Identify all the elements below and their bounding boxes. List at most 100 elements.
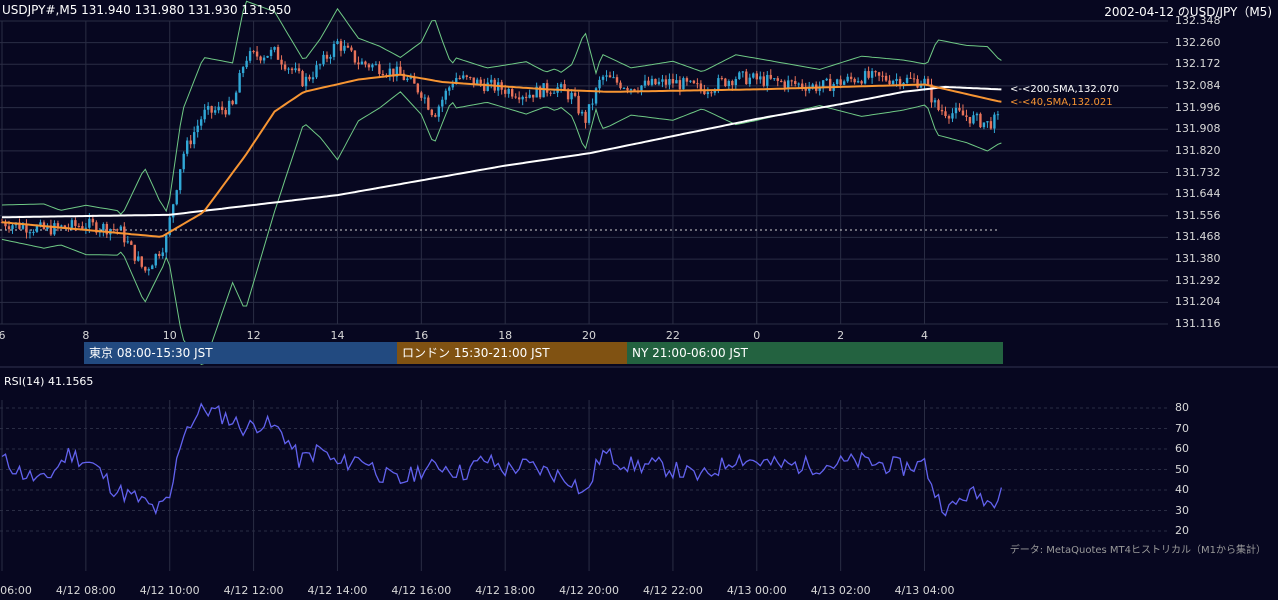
candle-body bbox=[269, 49, 273, 56]
symbol-info: USDJPY#,M5 131.940 131.980 131.930 131.9… bbox=[2, 3, 292, 17]
candle-body bbox=[675, 80, 678, 84]
rsi-tick-label: 60 bbox=[1175, 442, 1189, 455]
candle-body bbox=[549, 92, 552, 94]
candle-body bbox=[923, 78, 926, 85]
candle-body bbox=[975, 113, 979, 116]
rsi-chart bbox=[1, 402, 1003, 517]
candle-body bbox=[294, 68, 297, 71]
candle-body bbox=[759, 76, 762, 80]
candle-body bbox=[804, 87, 807, 91]
candle-body bbox=[32, 231, 35, 233]
candle-body bbox=[472, 77, 475, 85]
candle-body bbox=[671, 78, 675, 84]
candle-body bbox=[947, 116, 951, 119]
candle-body bbox=[720, 78, 724, 80]
candle-body bbox=[629, 89, 633, 91]
candle-body bbox=[53, 223, 56, 235]
time-tick-label: 14 bbox=[330, 329, 345, 342]
candle-body bbox=[650, 78, 654, 85]
candle-body bbox=[776, 78, 779, 81]
candle-body bbox=[888, 80, 891, 85]
candle-body bbox=[853, 78, 856, 83]
candle-body bbox=[790, 80, 793, 82]
candle-body bbox=[49, 225, 53, 235]
candle-body bbox=[39, 222, 42, 227]
price-tick-label: 131.204 bbox=[1175, 295, 1221, 309]
price-tick-label: 131.820 bbox=[1175, 143, 1221, 157]
bottom-time-tick-label: 4/12 12:00 bbox=[223, 584, 284, 597]
candle-body bbox=[350, 47, 353, 51]
rsi-label: RSI(14) 41.1565 bbox=[4, 375, 94, 388]
candle-body bbox=[336, 41, 339, 44]
candle-body bbox=[794, 81, 797, 84]
candle-body bbox=[801, 83, 804, 88]
candle-body bbox=[172, 204, 175, 218]
candle-body bbox=[828, 78, 832, 92]
candle-body bbox=[944, 111, 947, 117]
rsi-tick-label: 40 bbox=[1175, 483, 1189, 496]
candle-body bbox=[856, 81, 860, 83]
candle-body bbox=[717, 78, 720, 90]
bottom-time-tick-label: 4/12 22:00 bbox=[642, 584, 703, 597]
candle-body bbox=[598, 79, 601, 89]
candle-body bbox=[954, 107, 958, 114]
candle-body bbox=[538, 86, 542, 98]
candle-body bbox=[738, 72, 741, 80]
candle-body bbox=[542, 83, 545, 98]
candle-body bbox=[186, 140, 189, 154]
candle-body bbox=[696, 83, 699, 85]
candle-body bbox=[835, 79, 839, 85]
candle-body bbox=[437, 106, 440, 117]
session-tokyo: 東京 08:00-15:30 JST bbox=[84, 342, 397, 364]
candle-body bbox=[884, 75, 888, 81]
price-tick-label: 131.996 bbox=[1175, 100, 1221, 114]
candle-body bbox=[692, 80, 696, 84]
candle-body bbox=[339, 41, 343, 51]
candle-body bbox=[315, 65, 318, 78]
candle-body bbox=[147, 269, 150, 271]
candle-body bbox=[573, 92, 577, 96]
candle-body bbox=[465, 75, 468, 77]
candle-body bbox=[102, 223, 105, 231]
candle-body bbox=[811, 84, 814, 87]
candle-body bbox=[933, 100, 937, 103]
rsi-tick-label: 20 bbox=[1175, 524, 1189, 537]
candle-body bbox=[895, 78, 898, 81]
candle-body bbox=[626, 88, 629, 91]
candle-body bbox=[755, 73, 758, 80]
candle-body bbox=[329, 56, 332, 59]
candle-body bbox=[399, 66, 402, 74]
price-tick-label: 132.348 bbox=[1175, 14, 1221, 27]
bottom-time-tick-label: 4/13 02:00 bbox=[810, 584, 871, 597]
candle-body bbox=[364, 61, 367, 65]
candle-body bbox=[783, 81, 786, 88]
lower-band bbox=[1, 91, 1002, 365]
candle-body bbox=[70, 220, 74, 228]
candle-body bbox=[874, 71, 877, 73]
candle-body bbox=[367, 64, 371, 68]
candle-body bbox=[839, 79, 842, 85]
candle-body bbox=[259, 56, 262, 61]
candle-body bbox=[360, 61, 364, 65]
candle-body bbox=[524, 96, 528, 98]
candle-body bbox=[808, 86, 811, 91]
candle-body bbox=[940, 109, 944, 112]
time-tick-label: 8 bbox=[82, 329, 90, 342]
candle-body bbox=[580, 111, 584, 114]
ma200-line bbox=[1, 85, 1002, 219]
candle-body bbox=[451, 84, 454, 88]
candle-body bbox=[175, 190, 178, 205]
candle-body bbox=[25, 225, 28, 233]
candle-body bbox=[28, 232, 32, 234]
candle-body bbox=[130, 241, 133, 245]
candle-body bbox=[594, 88, 598, 104]
candle-body bbox=[647, 80, 650, 85]
candle-body bbox=[427, 97, 430, 110]
time-tick-label: 6 bbox=[0, 329, 6, 342]
price-tick-label: 131.908 bbox=[1175, 122, 1221, 136]
candle-body bbox=[91, 218, 95, 223]
bottom-time-tick-label: 4/12 16:00 bbox=[391, 584, 452, 597]
candle-body bbox=[423, 97, 427, 99]
rsi-tick-label: 50 bbox=[1175, 462, 1189, 476]
candle-body bbox=[787, 80, 790, 88]
